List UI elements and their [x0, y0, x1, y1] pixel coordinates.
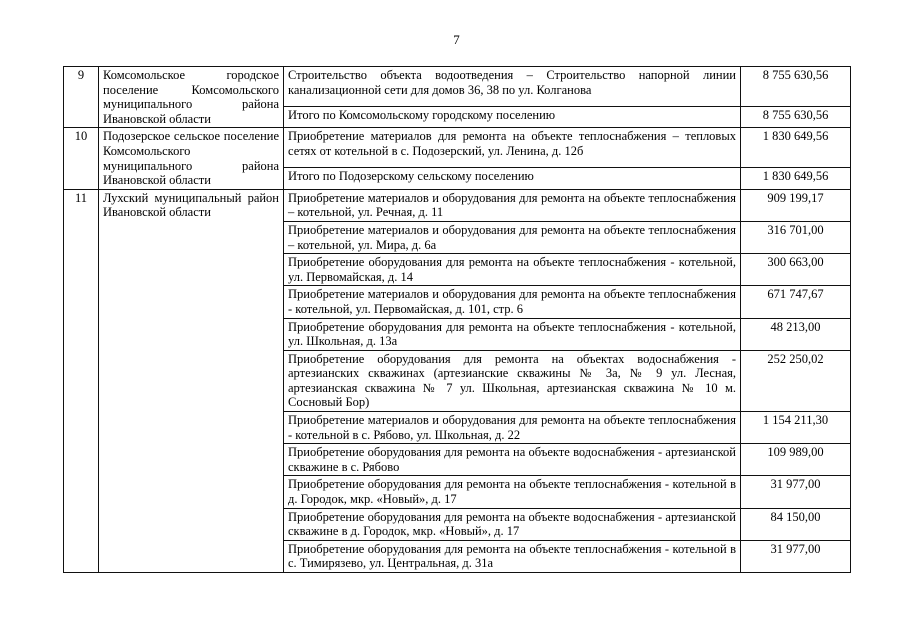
table-row: 10 Подозерское сельское поселение Комсомо…	[63, 127, 851, 190]
work-description-cell: Приобретение материалов и оборудования д…	[283, 220, 741, 255]
work-description-cell: Приобретение оборудования для ремонта на…	[283, 507, 741, 541]
table-row: Приобретение оборудования для ремонта на…	[64, 475, 851, 509]
work-description-cell: Приобретение материалов для ремонта на о…	[283, 127, 741, 169]
page-number: 7	[453, 32, 460, 47]
total-amount-cell: 1 830 649,56	[740, 167, 851, 190]
work-description-cell: Приобретение материалов и оборудования д…	[283, 411, 741, 445]
work-description-cell: Приобретение оборудования для ремонта на…	[283, 443, 741, 477]
amount-cell: 252 250,02	[740, 349, 851, 413]
row-number-cell: 10	[63, 127, 99, 190]
work-description-cell: Приобретение оборудования для ремонта на…	[283, 349, 741, 413]
total-description-cell: Итого по Комсомольскому городскому посел…	[283, 105, 741, 129]
total-amount-cell: 8 755 630,56	[740, 105, 851, 129]
amount-cell: 48 213,00	[740, 317, 851, 351]
table-row: Приобретение оборудования для ремонта на…	[64, 349, 851, 413]
table-row: Приобретение оборудования для ремонта на…	[64, 507, 851, 541]
table-row: 9 Комсомольское городское поселение Комсо…	[63, 65, 851, 129]
expenditures-table: 9 Комсомольское городское поселение Комсо…	[63, 65, 851, 574]
work-description-cell: Приобретение оборудования для ремонта на…	[283, 317, 741, 351]
work-description-cell: Приобретение оборудования для ремонта на…	[283, 475, 741, 509]
amount-cell: 1 154 211,30	[740, 411, 851, 445]
table-row: Приобретение оборудования для ремонта на…	[64, 443, 851, 477]
amount-cell: 31 977,00	[740, 539, 851, 574]
amount-cell: 1 830 649,56	[740, 127, 851, 169]
amount-cell: 671 747,67	[740, 285, 851, 319]
table-row: Приобретение оборудования для ремонта на…	[64, 317, 851, 351]
table-row: 11 Лухский муниципальный район Ивановской…	[63, 188, 851, 574]
work-description-cell: Приобретение материалов и оборудования д…	[283, 188, 741, 222]
amount-cell: 31 977,00	[740, 475, 851, 509]
total-description-cell: Итого по Подозерскому сельскому поселени…	[283, 167, 741, 190]
settlement-cell: Комсомольское городское поселение Комсом…	[98, 65, 284, 129]
row-number-cell: 9	[63, 65, 99, 129]
amount-cell: 109 989,00	[740, 443, 851, 477]
table-row: Приобретение материалов и оборудования д…	[64, 411, 851, 445]
work-description-cell: Приобретение оборудования для ремонта на…	[283, 539, 741, 574]
settlement-cell: Подозерское сельское поселение Комсомоль…	[98, 127, 284, 190]
work-description-cell: Приобретение материалов и оборудования д…	[283, 285, 741, 319]
amount-cell: 84 150,00	[740, 507, 851, 541]
table-body: 9 Комсомольское городское поселение Комсо…	[63, 65, 851, 574]
amount-cell: 316 701,00	[740, 220, 851, 255]
amount-cell: 8 755 630,56	[740, 66, 851, 107]
table-row: Приобретение материалов и оборудования д…	[64, 220, 851, 255]
row-number-cell: 11	[63, 188, 99, 574]
settlement-cell: Лухский муниципальный район Ивановской о…	[98, 188, 284, 574]
amount-cell: 909 199,17	[740, 188, 851, 222]
table-row: Итого по Комсомольскому городскому посел…	[64, 105, 851, 129]
work-description-cell: Приобретение оборудования для ремонта на…	[283, 253, 741, 287]
table-row: Приобретение оборудования для ремонта на…	[64, 539, 851, 574]
amount-cell: 300 663,00	[740, 253, 851, 287]
work-description-cell: Строительство объекта водоотведения – Ст…	[283, 66, 741, 107]
